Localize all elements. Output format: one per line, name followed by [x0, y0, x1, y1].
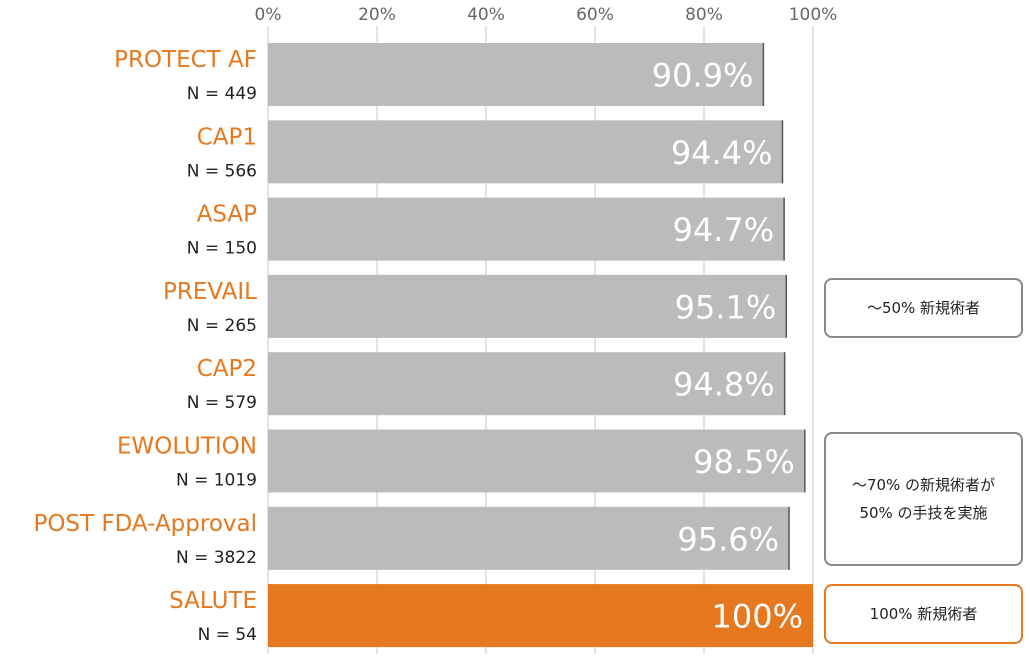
category-label: EWOLUTION	[117, 434, 257, 460]
callout-text: ～50% 新規術者	[866, 299, 981, 317]
x-tick-label: 0%	[255, 5, 282, 25]
callout-new-operators-100: 100% 新規術者	[824, 584, 1023, 644]
sample-size-label: N = 3822	[176, 548, 257, 568]
bar-value-label: 100%	[712, 598, 803, 636]
x-tick-label: 100%	[789, 5, 838, 25]
bar	[268, 274, 787, 338]
x-tick-label: 20%	[358, 5, 396, 25]
bar	[268, 506, 790, 570]
callout-new-operators-70: ～70% の新規術者が 50% の手技を実施	[824, 432, 1023, 566]
bar	[268, 43, 764, 106]
bar-value-label: 98.5%	[693, 443, 795, 481]
category-label: PROTECT AF	[114, 47, 257, 73]
category-label: POST FDA-Approval	[33, 511, 257, 537]
sample-size-label: N = 566	[187, 161, 257, 181]
bar-value-label: 95.1%	[675, 288, 777, 326]
x-tick-label: 60%	[576, 5, 614, 25]
bar	[268, 584, 813, 648]
sample-size-label: N = 54	[198, 625, 257, 645]
bar-value-label: 90.9%	[652, 57, 754, 95]
x-tick-label: 40%	[467, 5, 505, 25]
callout-text: 100% 新規術者	[869, 605, 978, 623]
sample-size-label: N = 150	[187, 239, 257, 259]
sample-size-label: N = 1019	[176, 471, 257, 491]
bar	[268, 120, 783, 184]
callout-new-operators-50: ～50% 新規術者	[824, 278, 1023, 338]
category-label: ASAP	[197, 202, 257, 228]
category-label: SALUTE	[169, 588, 257, 614]
sample-size-label: N = 579	[187, 393, 257, 413]
callout-text: 50% の手技を実施	[859, 504, 988, 522]
bar	[268, 429, 805, 493]
bar-value-label: 94.7%	[672, 211, 774, 249]
bar	[268, 197, 785, 261]
category-label: CAP1	[197, 124, 257, 150]
bar-value-label: 95.6%	[677, 520, 779, 558]
x-tick-label: 80%	[685, 5, 723, 25]
category-label: PREVAIL	[163, 279, 257, 305]
bar	[268, 352, 785, 416]
sample-size-label: N = 265	[187, 316, 257, 336]
category-label: CAP2	[197, 356, 257, 382]
bar-value-label: 94.4%	[671, 134, 773, 172]
sample-size-label: N = 449	[187, 84, 257, 104]
bar-value-label: 94.8%	[673, 366, 775, 404]
callout-text: ～70% の新規術者が	[851, 476, 996, 494]
